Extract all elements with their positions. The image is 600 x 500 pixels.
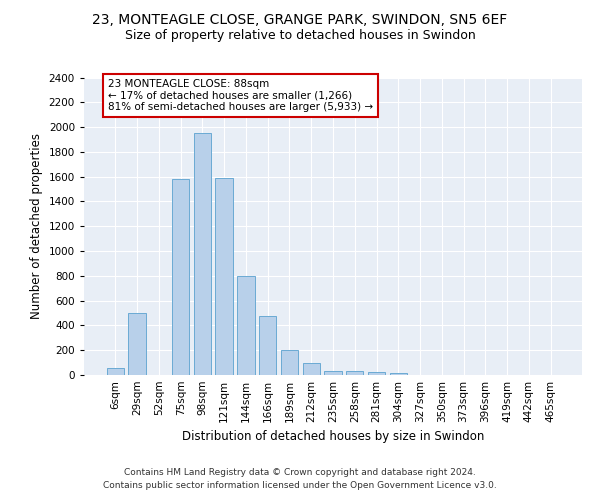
- X-axis label: Distribution of detached houses by size in Swindon: Distribution of detached houses by size …: [182, 430, 484, 444]
- Text: 23 MONTEAGLE CLOSE: 88sqm
← 17% of detached houses are smaller (1,266)
81% of se: 23 MONTEAGLE CLOSE: 88sqm ← 17% of detac…: [108, 78, 373, 112]
- Text: Contains HM Land Registry data © Crown copyright and database right 2024.: Contains HM Land Registry data © Crown c…: [124, 468, 476, 477]
- Bar: [259, 316, 277, 375]
- Bar: [194, 134, 211, 375]
- Bar: [346, 372, 364, 375]
- Bar: [389, 372, 407, 375]
- Y-axis label: Number of detached properties: Number of detached properties: [30, 133, 43, 320]
- Bar: [107, 368, 124, 375]
- Bar: [172, 179, 190, 375]
- Bar: [281, 350, 298, 375]
- Bar: [324, 370, 342, 375]
- Text: 23, MONTEAGLE CLOSE, GRANGE PARK, SWINDON, SN5 6EF: 23, MONTEAGLE CLOSE, GRANGE PARK, SWINDO…: [92, 13, 508, 27]
- Bar: [368, 372, 385, 375]
- Bar: [237, 276, 254, 375]
- Text: Contains public sector information licensed under the Open Government Licence v3: Contains public sector information licen…: [103, 480, 497, 490]
- Bar: [302, 363, 320, 375]
- Text: Size of property relative to detached houses in Swindon: Size of property relative to detached ho…: [125, 28, 475, 42]
- Bar: [128, 313, 146, 375]
- Bar: [215, 178, 233, 375]
